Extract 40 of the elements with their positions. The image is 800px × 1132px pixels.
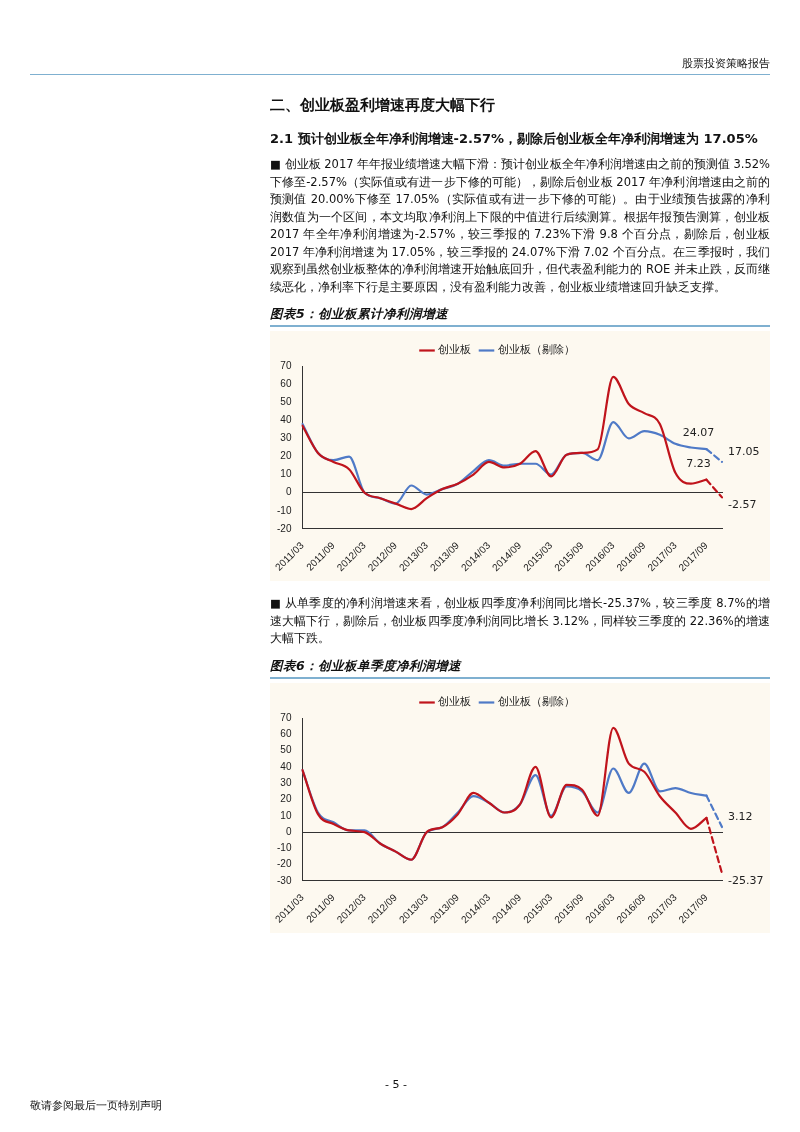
legend-label: 创业板（剔除） bbox=[497, 343, 575, 357]
legend-label: 创业板（剔除） bbox=[497, 694, 575, 708]
data-label: 7.23 bbox=[686, 456, 711, 470]
text: ■ 从单季度的净利润增速来看，创业板四季度净利润同比增长-25.37%，较三季度 8.7%的增速大幅下行，剔除后，创业板四季度净利润同比增长 3.12%，同样较三季度的 22.36%的增速大幅下跌。 bbox=[270, 595, 770, 647]
chart-title: 图表5：创业板累计净利润增速 bbox=[270, 304, 770, 327]
text: 2.1 预计创业板全年净利润增速-2.57%，剔除后创业板全年净利润增速为 17.05% bbox=[270, 130, 759, 148]
legend-label: 创业板 bbox=[438, 694, 471, 708]
y-tick-label: 30 bbox=[280, 776, 292, 788]
data-label: 17.05 bbox=[728, 444, 760, 458]
data-label: 24.07 bbox=[682, 426, 715, 440]
y-tick-label: 60 bbox=[280, 377, 292, 389]
y-tick-label: 20 bbox=[280, 450, 292, 462]
data-label: -25.37 bbox=[728, 873, 764, 887]
text: 敬请参阅最后一页特别声明 bbox=[30, 1098, 162, 1113]
y-tick-label: 70 bbox=[280, 359, 292, 371]
y-tick-label: 70 bbox=[280, 711, 292, 723]
y-tick-label: -10 bbox=[277, 504, 292, 516]
y-tick-label: 30 bbox=[280, 432, 292, 444]
y-tick-label: 10 bbox=[280, 809, 292, 821]
text: 股票投资策略报告 bbox=[681, 56, 770, 71]
y-tick-label: 60 bbox=[280, 727, 292, 739]
text: ■ 创业板 2017 年年报业绩增速大幅下滑：预计创业板全年净利润增速由之前的预测值 3.52%下修至-2.57%（实际值或有进一步下修的可能），剔除后创业板 2017 年净利润增速由之前的预测值 20.00%下修至 17.05%（实际值或有进一步下修的可能）。由于业绩预告披露的净利润数值为一个区间，本文均取净利润上下限的中值进行后续测算。根据年报预告测算，创业板 2017 年全年净利润增速为-2.57%，较三季报的 7.23%下滑 9.8 个百分点，剔除后，创业板 2017 年净利润增速为 17.05%，较三季报的 24.07%下滑 7.02 个百分点。在三季报时，我们观察到虽然创业板整体的净利润增速开始触底回升，但代表盈利能力的 ROE 并未止跌，反而继续恶化，净利率下行是主要原因，没有盈利能力改善，创业板业绩增速回升缺乏支撑。 bbox=[270, 156, 770, 296]
y-tick-label: 40 bbox=[280, 414, 292, 426]
y-tick-label: -20 bbox=[277, 522, 292, 534]
chart-title: 图表6：创业板单季度净利润增速 bbox=[270, 655, 770, 679]
y-tick-label: 0 bbox=[285, 486, 292, 498]
y-tick-label: -30 bbox=[277, 874, 292, 886]
data-label: 3.12 bbox=[728, 809, 753, 823]
y-tick-label: 40 bbox=[280, 760, 292, 772]
text: - 5 - bbox=[385, 1078, 407, 1091]
text: 二、创业板盈利增速再度大幅下行 bbox=[270, 96, 496, 115]
y-tick-label: 0 bbox=[285, 825, 292, 837]
data-label: -2.57 bbox=[728, 498, 757, 512]
y-tick-label: 20 bbox=[280, 792, 292, 804]
legend-label: 创业板 bbox=[438, 343, 471, 357]
y-tick-label: 50 bbox=[280, 743, 292, 755]
y-tick-label: -10 bbox=[277, 841, 292, 853]
y-tick-label: 50 bbox=[280, 395, 292, 407]
y-tick-label: 10 bbox=[280, 468, 292, 480]
y-tick-label: -20 bbox=[277, 857, 292, 869]
